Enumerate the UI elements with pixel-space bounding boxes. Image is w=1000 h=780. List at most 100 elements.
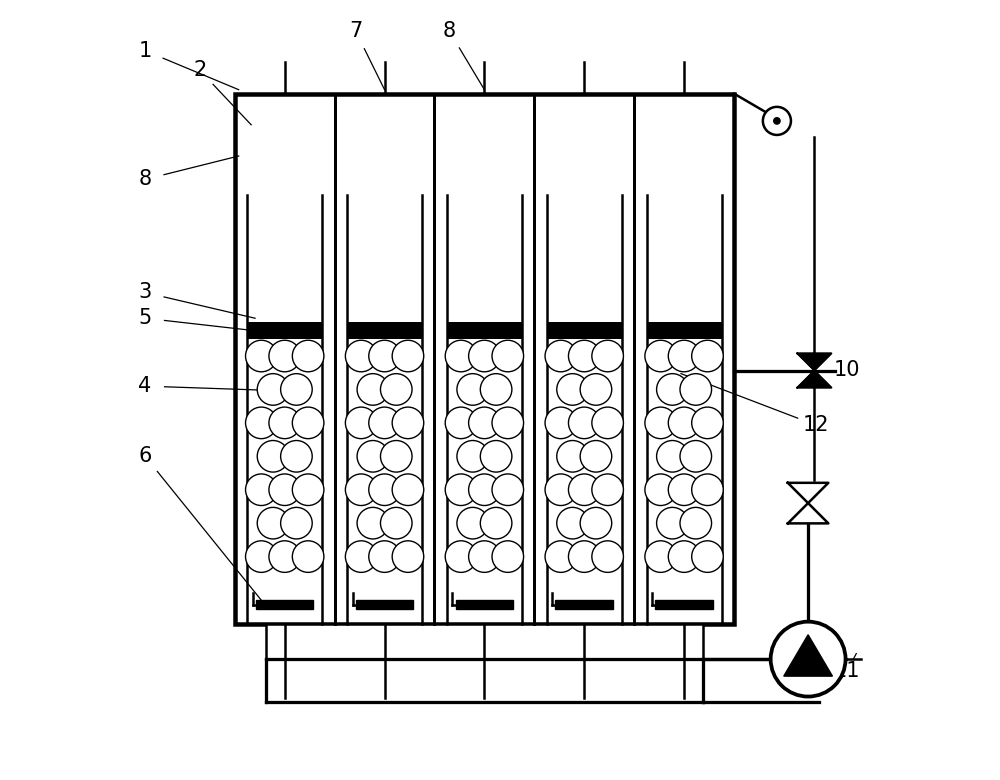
Polygon shape <box>797 353 832 370</box>
Circle shape <box>680 441 712 472</box>
Circle shape <box>392 340 424 372</box>
Text: 4: 4 <box>138 376 152 396</box>
Circle shape <box>568 541 600 573</box>
Circle shape <box>645 340 676 372</box>
Circle shape <box>457 441 488 472</box>
Circle shape <box>557 374 588 406</box>
Circle shape <box>545 407 577 438</box>
Circle shape <box>771 622 846 697</box>
Bar <box>266 624 703 702</box>
Circle shape <box>645 541 676 573</box>
Polygon shape <box>788 483 828 503</box>
Text: 10: 10 <box>834 360 860 381</box>
Circle shape <box>492 340 524 372</box>
Circle shape <box>445 407 477 438</box>
Circle shape <box>392 541 424 573</box>
Circle shape <box>480 374 512 406</box>
Circle shape <box>580 441 612 472</box>
Circle shape <box>281 441 312 472</box>
Circle shape <box>369 474 400 505</box>
Circle shape <box>657 374 688 406</box>
Circle shape <box>457 374 488 406</box>
Polygon shape <box>784 635 832 676</box>
Circle shape <box>568 407 600 438</box>
Circle shape <box>469 340 500 372</box>
Bar <box>456 600 513 609</box>
Circle shape <box>445 541 477 573</box>
Circle shape <box>692 340 723 372</box>
Circle shape <box>369 407 400 438</box>
Circle shape <box>773 117 781 125</box>
Circle shape <box>445 340 477 372</box>
Circle shape <box>568 474 600 505</box>
Text: 3: 3 <box>138 282 152 303</box>
Circle shape <box>257 441 289 472</box>
Circle shape <box>668 541 700 573</box>
Polygon shape <box>797 370 832 388</box>
Circle shape <box>580 507 612 539</box>
Circle shape <box>480 441 512 472</box>
Circle shape <box>281 374 312 406</box>
Circle shape <box>668 340 700 372</box>
Circle shape <box>292 407 324 438</box>
Bar <box>655 600 713 609</box>
Circle shape <box>357 374 389 406</box>
Bar <box>647 322 722 339</box>
Circle shape <box>369 541 400 573</box>
Circle shape <box>246 340 277 372</box>
Circle shape <box>380 374 412 406</box>
Bar <box>235 94 734 624</box>
Circle shape <box>763 107 791 135</box>
Circle shape <box>645 474 676 505</box>
Circle shape <box>469 407 500 438</box>
Circle shape <box>692 541 723 573</box>
Circle shape <box>680 374 712 406</box>
Circle shape <box>392 474 424 505</box>
Circle shape <box>545 474 577 505</box>
Circle shape <box>592 474 623 505</box>
Circle shape <box>469 541 500 573</box>
Circle shape <box>692 407 723 438</box>
Circle shape <box>580 374 612 406</box>
Circle shape <box>668 474 700 505</box>
Circle shape <box>492 541 524 573</box>
Text: 7: 7 <box>349 21 362 41</box>
Circle shape <box>457 507 488 539</box>
Circle shape <box>345 340 377 372</box>
Circle shape <box>492 474 524 505</box>
Circle shape <box>380 441 412 472</box>
Circle shape <box>557 441 588 472</box>
Text: 1: 1 <box>138 41 152 61</box>
Circle shape <box>257 507 289 539</box>
Circle shape <box>269 541 301 573</box>
Polygon shape <box>788 503 828 523</box>
Text: 11: 11 <box>834 661 860 681</box>
Bar <box>547 322 622 339</box>
Circle shape <box>680 507 712 539</box>
Circle shape <box>445 474 477 505</box>
Bar <box>555 600 613 609</box>
Circle shape <box>257 374 289 406</box>
Bar <box>356 600 413 609</box>
Circle shape <box>480 507 512 539</box>
Circle shape <box>357 441 389 472</box>
Circle shape <box>645 407 676 438</box>
Circle shape <box>281 507 312 539</box>
Circle shape <box>345 541 377 573</box>
Circle shape <box>269 340 301 372</box>
Bar <box>347 322 422 339</box>
Circle shape <box>692 474 723 505</box>
Circle shape <box>269 474 301 505</box>
Circle shape <box>292 474 324 505</box>
Circle shape <box>492 407 524 438</box>
Circle shape <box>369 340 400 372</box>
Circle shape <box>545 541 577 573</box>
Circle shape <box>557 507 588 539</box>
Text: 12: 12 <box>803 415 829 435</box>
Circle shape <box>246 541 277 573</box>
Circle shape <box>392 407 424 438</box>
Circle shape <box>292 340 324 372</box>
Circle shape <box>345 474 377 505</box>
Circle shape <box>592 407 623 438</box>
Text: 2: 2 <box>193 60 206 80</box>
